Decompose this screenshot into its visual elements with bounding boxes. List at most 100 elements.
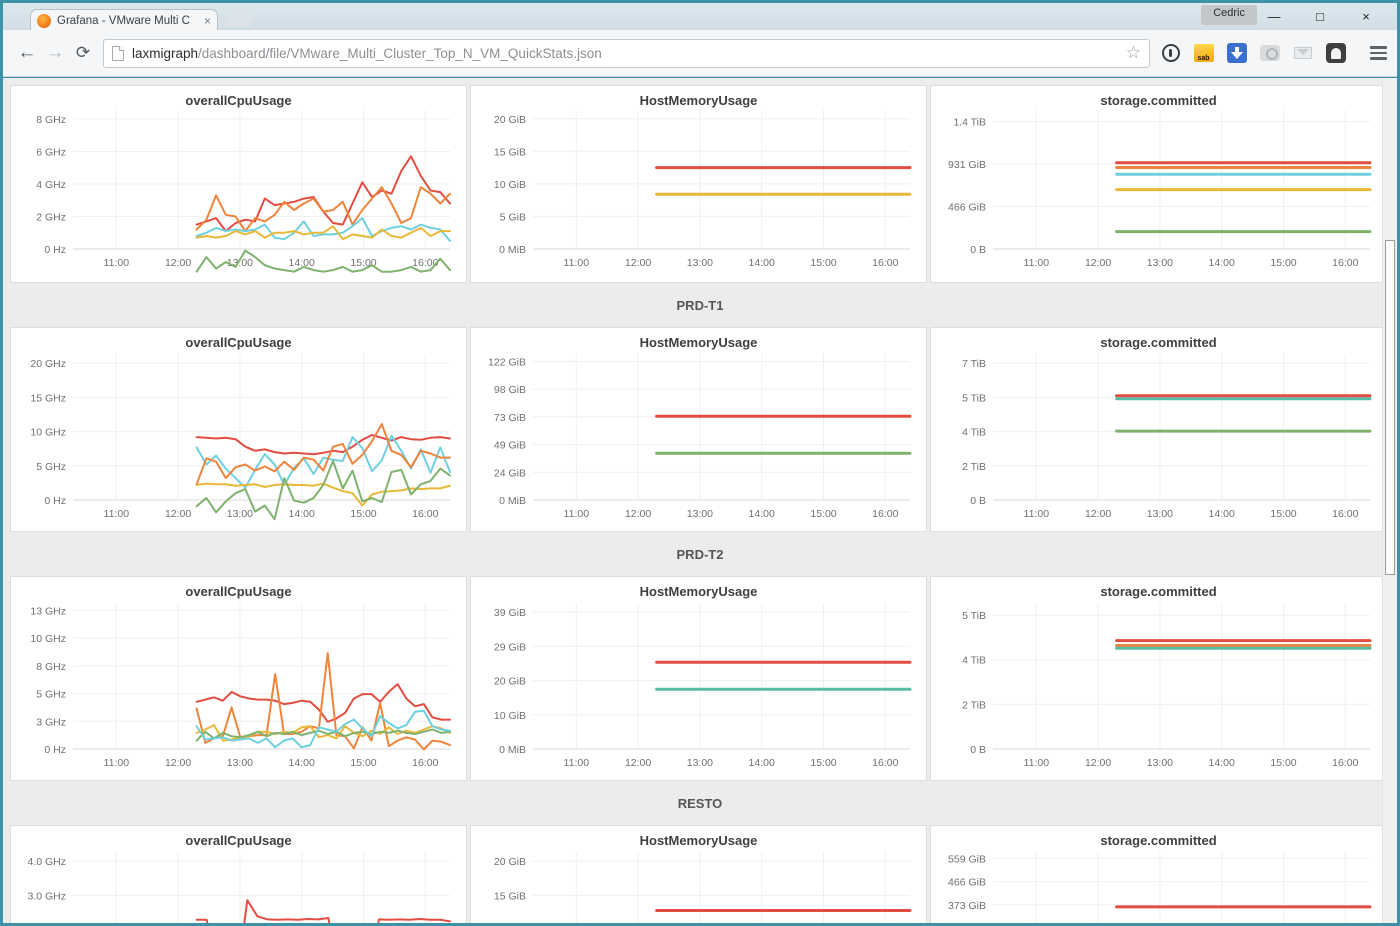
panel-title[interactable]: storage.committed (1100, 335, 1217, 350)
panel-title[interactable]: HostMemoryUsage (639, 833, 758, 848)
panel-title[interactable]: overallCpuUsage (185, 335, 292, 350)
tab-close-icon[interactable]: × (203, 13, 211, 28)
titlebar[interactable]: Grafana - VMware Multi C × Cedric — □ × (3, 3, 1397, 31)
password-extension-icon[interactable] (1160, 43, 1181, 64)
svg-text:373 GiB: 373 GiB (948, 900, 986, 912)
panel-title[interactable]: overallCpuUsage (185, 93, 292, 108)
chart-canvas[interactable]: 122 GiB 98 GiB 73 GiB 49 GiB 24 GiB 0 MiB 11:0… (471, 352, 926, 531)
dashboard-rows: overallCpuUsage 8 GHz 6 GHz 4 GHz 2 GHz 0 Hz 1… (3, 78, 1397, 923)
svg-text:16:00: 16:00 (412, 757, 438, 769)
row-label-resto[interactable]: RESTO (677, 795, 723, 811)
bookmark-star-icon[interactable]: ☆ (1125, 43, 1141, 62)
svg-text:13:00: 13:00 (687, 257, 713, 269)
svg-text:8 GHz: 8 GHz (36, 114, 66, 126)
profile-badge[interactable]: Cedric (1201, 5, 1257, 25)
svg-text:2 GHz: 2 GHz (36, 212, 66, 224)
svg-text:15:00: 15:00 (810, 757, 836, 769)
panel-title[interactable]: overallCpuUsage (185, 584, 292, 599)
minimize-button[interactable]: — (1267, 8, 1281, 24)
svg-text:11:00: 11:00 (564, 257, 590, 269)
dashboard-content: overallCpuUsage 8 GHz 6 GHz 4 GHz 2 GHz 0 Hz 1… (3, 78, 1397, 923)
row-label-prd-t1[interactable]: PRD-T1 (676, 297, 724, 313)
series-light-blue (195, 217, 451, 242)
chart-canvas[interactable]: 5 TiB 4 TiB 2 TiB 0 B 11:00 12:00 13:00 14:00 15… (931, 601, 1386, 780)
series-red (195, 899, 451, 923)
scrollbar[interactable] (1382, 78, 1397, 923)
svg-text:5 GHz: 5 GHz (36, 689, 66, 701)
svg-text:13:00: 13:00 (227, 508, 253, 520)
panel-title[interactable]: storage.committed (1100, 584, 1217, 599)
panel-overallCpuUsage: overallCpuUsage 20 GHz 15 GHz 10 GHz 5 GHz 0 … (10, 327, 467, 532)
svg-text:0 B: 0 B (970, 744, 986, 756)
forward-button[interactable]: → (45, 42, 65, 63)
row-label-prd-t2[interactable]: PRD-T2 (676, 546, 724, 562)
series-red (195, 683, 451, 723)
chart-canvas[interactable]: 20 GHz 15 GHz 10 GHz 5 GHz 0 Hz 11:00 12:00 13:… (11, 352, 466, 531)
sab-extension-icon[interactable]: sab (1193, 43, 1214, 64)
svg-text:13:00: 13:00 (1147, 508, 1173, 520)
panel-title[interactable]: overallCpuUsage (185, 833, 292, 848)
new-tab-button[interactable] (223, 13, 257, 27)
panel-title[interactable]: storage.committed (1100, 93, 1217, 108)
svg-text:5 GHz: 5 GHz (36, 461, 66, 473)
back-button[interactable]: ← (17, 42, 37, 63)
svg-text:16:00: 16:00 (412, 508, 438, 520)
address-bar[interactable]: laxmigraph/dashboard/file/VMware_Multi_C… (103, 38, 1150, 68)
window-controls: — □ × (1251, 3, 1389, 29)
svg-text:5 TiB: 5 TiB (962, 392, 986, 404)
close-button[interactable]: × (1362, 8, 1370, 24)
reload-button[interactable]: ⟳ (75, 43, 91, 62)
svg-text:7 TiB: 7 TiB (962, 358, 986, 370)
chart-canvas[interactable]: 13 GHz 10 GHz 8 GHz 5 GHz 3 GHz 0 Hz 11:00 12:0… (11, 601, 466, 780)
chart-canvas[interactable]: 20 GiB 15 GiB 10 GiB 5 GiB 0 MiB 11:00 12:00 13… (471, 110, 926, 282)
panel-title[interactable]: HostMemoryUsage (639, 584, 758, 599)
url-text[interactable]: laxmigraph/dashboard/file/VMware_Multi_C… (132, 46, 1120, 61)
svg-text:14:00: 14:00 (1209, 508, 1235, 520)
panel-title[interactable]: storage.committed (1100, 833, 1217, 848)
panel-title[interactable]: HostMemoryUsage (639, 335, 758, 350)
tab-title: Grafana - VMware Multi C (57, 14, 190, 27)
svg-text:10 GiB: 10 GiB (494, 710, 526, 722)
svg-text:0 Hz: 0 Hz (44, 495, 66, 507)
svg-text:1.4 TiB: 1.4 TiB (953, 117, 986, 129)
svg-text:11:00: 11:00 (564, 508, 590, 520)
chart-canvas[interactable]: 39 GiB 29 GiB 20 GiB 10 GiB 0 MiB 11:00 12:00 1… (471, 601, 926, 780)
maximize-button[interactable]: □ (1316, 8, 1324, 24)
svg-text:16:00: 16:00 (872, 257, 898, 269)
menu-icon[interactable] (1370, 46, 1387, 60)
svg-text:14:00: 14:00 (289, 257, 315, 269)
svg-text:6 GHz: 6 GHz (36, 147, 66, 159)
mail-extension-icon[interactable] (1292, 43, 1313, 64)
svg-text:4 GHz: 4 GHz (36, 179, 66, 191)
svg-text:5 TiB: 5 TiB (962, 610, 986, 622)
svg-text:15 GiB: 15 GiB (494, 890, 526, 902)
chart-canvas[interactable]: 1.4 TiB 931 GiB 466 GiB 0 B 11:00 12:00 13:00 1… (931, 110, 1386, 282)
scrollbar-thumb[interactable] (1385, 240, 1395, 575)
shield-extension-icon[interactable] (1325, 43, 1346, 64)
svg-text:0 MiB: 0 MiB (499, 244, 526, 256)
svg-text:11:00: 11:00 (104, 757, 130, 769)
svg-text:15:00: 15:00 (810, 508, 836, 520)
svg-text:559 GiB: 559 GiB (948, 853, 986, 865)
svg-text:0 Hz: 0 Hz (44, 244, 66, 256)
panel-HostMemoryUsage: HostMemoryUsage 122 GiB 98 GiB 73 GiB 49 GiB… (470, 327, 927, 532)
svg-text:3.0 GHz: 3.0 GHz (27, 890, 66, 902)
svg-text:0 B: 0 B (970, 244, 986, 256)
svg-text:122 GiB: 122 GiB (488, 356, 526, 368)
svg-text:13:00: 13:00 (687, 508, 713, 520)
svg-text:931 GiB: 931 GiB (948, 159, 986, 171)
browser-tab[interactable]: Grafana - VMware Multi C × (30, 9, 218, 31)
svg-text:14:00: 14:00 (749, 257, 775, 269)
camera-extension-icon[interactable] (1259, 43, 1280, 64)
grafana-favicon-icon (37, 13, 51, 28)
svg-text:12:00: 12:00 (625, 757, 651, 769)
download-extension-icon[interactable] (1226, 43, 1247, 64)
panel-title[interactable]: HostMemoryUsage (639, 93, 758, 108)
chart-canvas[interactable]: 7 TiB 5 TiB 4 TiB 2 TiB 0 B 11:00 12:00 13:00 14… (931, 352, 1386, 531)
